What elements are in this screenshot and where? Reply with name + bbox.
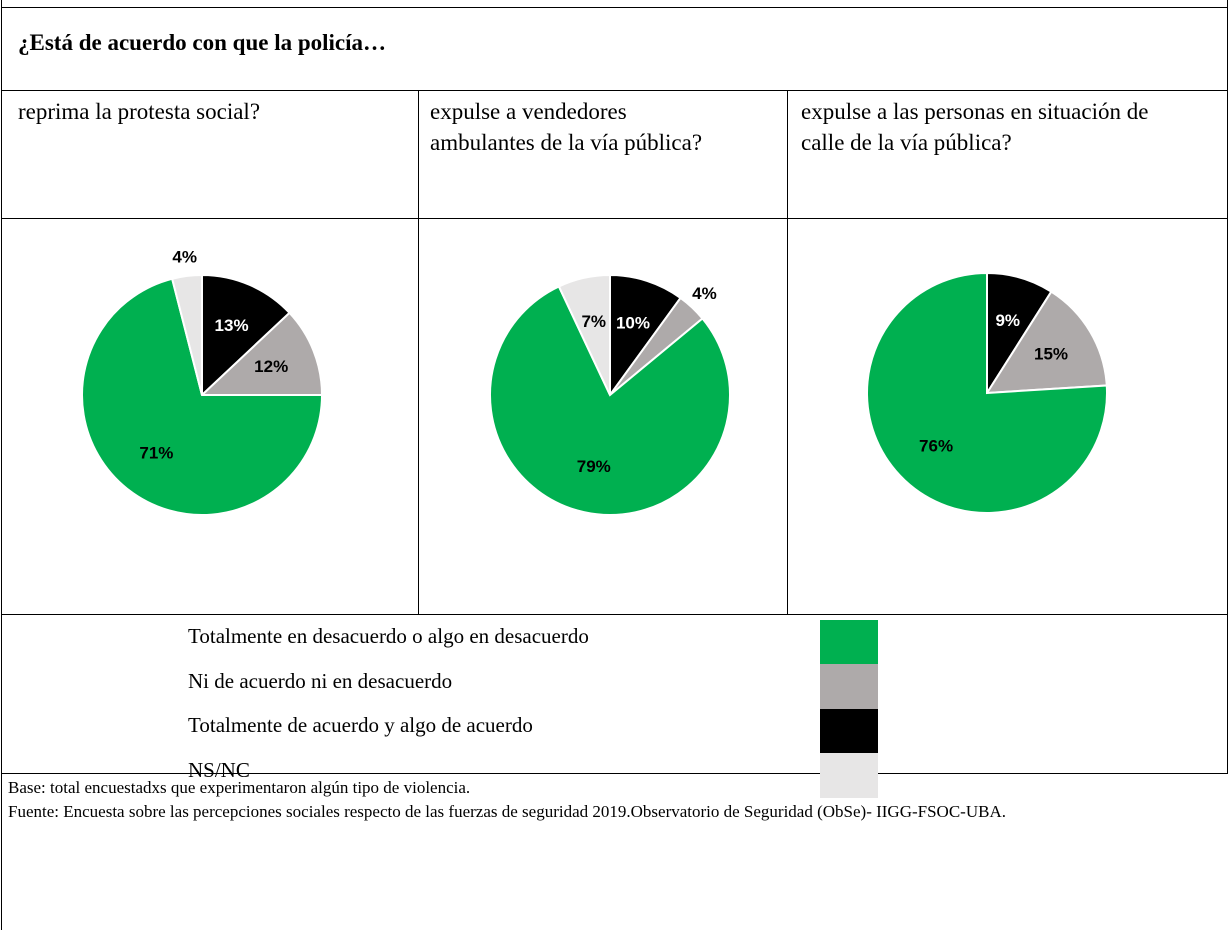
legend-label: Totalmente en desacuerdo o algo en desac… bbox=[188, 624, 589, 648]
border bbox=[1227, 0, 1228, 773]
title: ¿Está de acuerdo con que la policía… bbox=[18, 30, 387, 55]
legend-label: Ni de acuerdo ni en desacuerdo bbox=[188, 668, 453, 693]
border bbox=[1, 7, 1228, 8]
legend-label: NS/NC bbox=[188, 757, 250, 782]
border bbox=[418, 90, 419, 614]
border bbox=[1, 0, 2, 930]
legend-swatch bbox=[820, 664, 878, 710]
border bbox=[787, 90, 788, 614]
note: Fuente: Encuesta sobre las percepciones … bbox=[8, 802, 1006, 821]
pie-slice bbox=[201, 273, 291, 398]
column-header: reprima la protesta social? bbox=[18, 99, 261, 124]
column-header: expulse a vendedores ambulantes de la ví… bbox=[430, 99, 703, 155]
border bbox=[1, 90, 1228, 91]
legend-swatch bbox=[820, 708, 878, 754]
note: Base: total encuestadxs que experimentar… bbox=[8, 778, 471, 797]
data-label: 71% bbox=[139, 443, 173, 462]
border bbox=[1, 614, 1228, 615]
pie-slice bbox=[985, 290, 1108, 395]
data-label: 7% bbox=[581, 312, 606, 331]
pie-slice bbox=[170, 273, 203, 396]
pie-slice bbox=[609, 273, 682, 399]
pie-slice bbox=[489, 285, 731, 516]
legend-swatch bbox=[820, 620, 878, 665]
legend-label: Totalmente de acuerdo y algo de acuerdo bbox=[188, 713, 533, 737]
border bbox=[1, 218, 1228, 219]
data-label: 13% bbox=[215, 316, 249, 335]
column-header: expulse a las personas en situación de c… bbox=[801, 99, 1149, 155]
notes: Base: total encuestadxs que experimentar… bbox=[8, 776, 1220, 824]
data-label: 4% bbox=[172, 248, 197, 267]
data-label: 9% bbox=[995, 311, 1020, 330]
pie-slice bbox=[557, 273, 611, 396]
data-label: 4% bbox=[692, 284, 717, 303]
pie-slice bbox=[866, 271, 1108, 514]
data-label: 76% bbox=[919, 437, 953, 456]
data-label: 10% bbox=[616, 314, 650, 333]
pie-slice bbox=[199, 311, 324, 396]
data-label: 79% bbox=[577, 457, 611, 476]
data-label: 12% bbox=[254, 357, 288, 376]
pie-slice bbox=[81, 277, 324, 516]
legend-swatch bbox=[820, 752, 878, 798]
border bbox=[1, 773, 1228, 774]
data-label: 15% bbox=[1034, 345, 1068, 364]
